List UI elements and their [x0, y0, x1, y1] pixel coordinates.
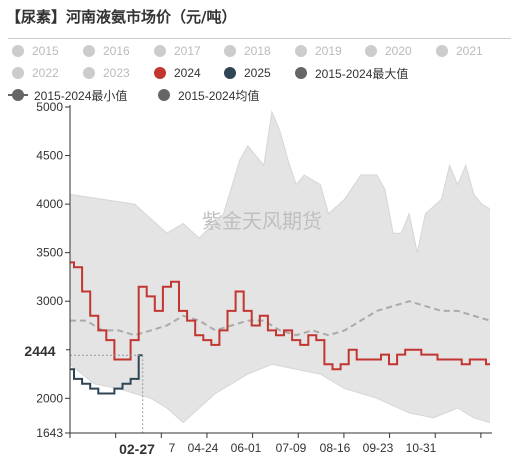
- x-tick-label: 06-01: [231, 441, 262, 455]
- legend-item-2015[interactable]: 2015: [12, 42, 59, 60]
- legend-marker-icon: [436, 45, 448, 57]
- y-tick-label: 4500: [36, 149, 63, 163]
- y-tick-label: 5000: [36, 100, 63, 114]
- x-tick-label: 08-16: [320, 441, 351, 455]
- legend-marker-icon: [12, 45, 24, 57]
- legend-item-2024[interactable]: 2024: [154, 64, 201, 82]
- series-min-line: [69, 363, 491, 424]
- legend-item-2019[interactable]: 2019: [295, 42, 342, 60]
- legend-item-2018[interactable]: 2018: [224, 42, 271, 60]
- legend: 2015 2016 2017 2018 2019 2020 2021 2022 …: [8, 40, 513, 104]
- legend-label: 2025: [244, 66, 271, 80]
- legend-label: 2015-2024最大值: [315, 66, 409, 81]
- legend-marker-icon: [224, 45, 236, 57]
- legend-marker-icon: [295, 67, 307, 79]
- x-tick-label: 04-24: [188, 441, 219, 455]
- series-mean-line: [70, 300, 491, 337]
- legend-marker-icon: [83, 67, 95, 79]
- legend-marker-icon: [224, 67, 236, 79]
- x-tick-label: 7: [169, 441, 176, 455]
- legend-item-2022[interactable]: 2022: [12, 64, 59, 82]
- legend-marker-icon: [154, 67, 166, 79]
- legend-marker-icon: [8, 89, 28, 101]
- legend-label: 2022: [32, 66, 59, 80]
- legend-item-2025[interactable]: 2025: [224, 64, 271, 82]
- legend-marker-icon: [12, 67, 24, 79]
- axis-pointer-x-label: 02-27: [112, 439, 162, 459]
- legend-marker-icon: [83, 45, 95, 57]
- legend-item-2021[interactable]: 2021: [436, 42, 483, 60]
- legend-label: 2015: [32, 44, 59, 58]
- legend-label: 2016: [103, 44, 130, 58]
- legend-item-2016[interactable]: 2016: [83, 42, 130, 60]
- y-tick-label: 3500: [36, 246, 63, 260]
- legend-label: 2023: [103, 66, 130, 80]
- axis-pointer-y-label: 2444: [14, 341, 66, 361]
- y-tick-label: 4000: [36, 197, 63, 211]
- legend-marker-icon: [365, 45, 377, 57]
- x-tick-label: 07-09: [276, 441, 307, 455]
- legend-marker-icon: [154, 45, 166, 57]
- legend-label: 2021: [456, 44, 483, 58]
- x-tick-label: 09-23: [363, 441, 394, 455]
- legend-item-mean[interactable]: 2015-2024均值: [158, 86, 259, 104]
- legend-label: 2024: [174, 66, 201, 80]
- legend-marker-icon: [158, 89, 170, 101]
- legend-item-2023[interactable]: 2023: [83, 64, 130, 82]
- series-2025-line: [70, 354, 143, 395]
- title-divider: [8, 38, 511, 39]
- legend-label: 2020: [385, 44, 412, 58]
- legend-marker-icon: [295, 45, 307, 57]
- legend-item-2020[interactable]: 2020: [365, 42, 412, 60]
- legend-item-min[interactable]: 2015-2024最小值: [8, 86, 127, 104]
- legend-item-max[interactable]: 2015-2024最大值: [295, 64, 408, 82]
- watermark: 紫金天风期货: [202, 209, 322, 233]
- series-2024-line: [70, 261, 490, 371]
- legend-label: 2018: [244, 44, 271, 58]
- legend-label: 2015-2024最小值: [34, 88, 128, 103]
- legend-label: 2015-2024均值: [178, 88, 260, 103]
- legend-item-2017[interactable]: 2017: [154, 42, 201, 60]
- y-tick-label: 2000: [36, 391, 63, 405]
- x-tick-label: 10-31: [406, 441, 437, 455]
- series-max-line: [69, 110, 491, 253]
- legend-label: 2017: [174, 44, 201, 58]
- chart-title: 【尿素】河南液氨市场价（元/吨）: [6, 8, 237, 26]
- legend-label: 2019: [315, 44, 342, 58]
- range-band: [70, 111, 490, 423]
- y-tick-label: 1643: [36, 426, 63, 440]
- y-tick-label: 3000: [36, 294, 63, 308]
